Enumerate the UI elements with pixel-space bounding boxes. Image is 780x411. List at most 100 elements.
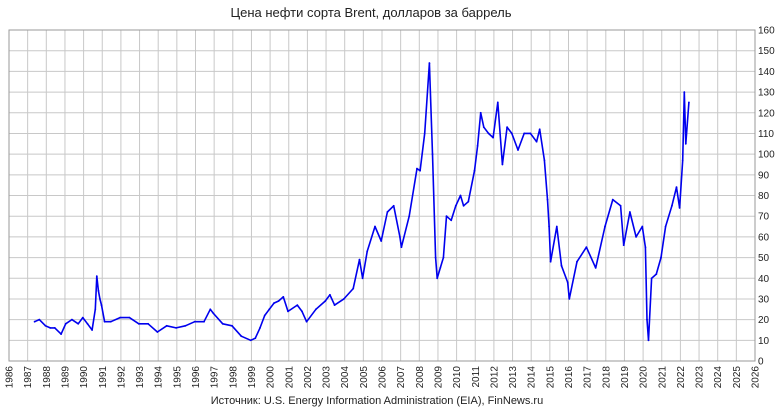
data-point <box>203 320 205 323</box>
data-point <box>664 225 667 228</box>
chart-title: Цена нефти сорта Brent, долларов за барр… <box>231 5 512 20</box>
data-point <box>77 322 80 325</box>
data-point <box>333 304 336 306</box>
data-point <box>296 304 299 306</box>
data-point <box>212 312 215 315</box>
y-tick-label: 10 <box>758 336 770 347</box>
data-point <box>277 300 280 302</box>
data-point <box>361 277 364 280</box>
data-point <box>431 153 434 156</box>
data-point <box>442 256 445 259</box>
data-point <box>399 236 401 238</box>
data-point <box>510 132 513 135</box>
data-point <box>604 225 606 228</box>
x-tick-label: 2022 <box>676 366 687 389</box>
data-point <box>496 101 499 104</box>
data-point <box>688 101 690 104</box>
data-point <box>650 277 653 280</box>
data-point <box>400 246 403 249</box>
x-tick-label: 1998 <box>228 366 239 389</box>
data-point <box>529 132 532 135</box>
data-point <box>392 204 395 207</box>
data-point <box>259 327 261 329</box>
data-point <box>641 225 644 228</box>
data-point <box>538 128 541 131</box>
data-point <box>517 149 519 151</box>
y-tick-label: 30 <box>758 294 770 305</box>
x-tick-label: 1986 <box>5 366 16 389</box>
data-point <box>546 198 549 201</box>
y-tick-label: 20 <box>758 315 770 326</box>
data-point <box>555 225 558 228</box>
x-tick-label: 1995 <box>172 366 183 389</box>
data-point <box>416 167 418 170</box>
y-tick-label: 150 <box>758 46 775 57</box>
chart-source: Источник: U.S. Energy Information Admini… <box>211 395 543 407</box>
data-point <box>81 316 84 319</box>
y-tick-label: 0 <box>758 357 764 368</box>
x-tick-label: 2019 <box>620 366 631 389</box>
data-point <box>646 318 648 321</box>
y-tick-label: 40 <box>758 274 770 285</box>
y-tick-label: 90 <box>758 170 770 181</box>
data-point <box>479 111 482 114</box>
data-point <box>408 215 411 218</box>
data-point <box>366 250 369 253</box>
x-tick-label: 2001 <box>284 366 295 389</box>
x-tick-label: 2009 <box>433 366 444 389</box>
data-point <box>109 320 112 323</box>
y-axis-tick-labels: 0 10 20 30 40 50 60 70 80 90 100 110 120 130 140 150 160 <box>758 26 775 368</box>
data-point <box>647 339 650 342</box>
y-tick-label: 60 <box>758 232 770 243</box>
data-point <box>287 310 289 313</box>
data-point <box>523 132 526 135</box>
data-point <box>423 132 426 135</box>
data-point <box>506 126 508 129</box>
data-point <box>53 327 56 329</box>
x-tick-label: 2015 <box>545 366 556 389</box>
x-tick-label: 2005 <box>359 366 370 389</box>
x-tick-label: 1996 <box>191 366 202 389</box>
data-point <box>97 289 100 292</box>
data-point <box>33 320 36 323</box>
data-point <box>38 318 41 321</box>
data-point <box>240 335 243 338</box>
x-tick-label: 2000 <box>266 366 277 389</box>
x-tick-label: 2026 <box>751 366 762 389</box>
y-tick-label: 110 <box>758 129 774 140</box>
x-tick-label: 2002 <box>303 366 314 389</box>
data-point <box>60 333 62 335</box>
y-tick-label: 130 <box>758 88 775 99</box>
data-point <box>94 308 97 311</box>
data-point <box>282 296 285 298</box>
x-tick-label: 1997 <box>210 366 221 389</box>
y-tick-label: 140 <box>758 67 775 78</box>
data-point <box>543 159 546 162</box>
x-tick-label: 2024 <box>713 366 724 389</box>
x-tick-label: 2010 <box>452 366 463 389</box>
data-point <box>482 126 485 129</box>
x-tick-label: 1993 <box>135 366 146 389</box>
x-tick-label: 2020 <box>639 366 650 389</box>
data-point <box>560 264 563 267</box>
data-point <box>445 215 448 218</box>
x-tick-label: 2007 <box>396 366 407 389</box>
data-point <box>49 327 52 329</box>
y-tick-label: 50 <box>758 253 770 264</box>
y-tick-label: 120 <box>758 108 775 119</box>
data-point <box>263 314 266 317</box>
data-point <box>324 300 327 302</box>
data-point <box>436 277 439 280</box>
data-point <box>467 200 470 203</box>
data-point <box>315 308 317 311</box>
data-point <box>352 287 355 290</box>
x-tick-label: 1990 <box>79 366 90 389</box>
data-point <box>305 320 308 323</box>
data-point <box>147 322 150 325</box>
data-point <box>671 204 673 207</box>
data-point <box>254 337 257 340</box>
data-point <box>156 331 159 333</box>
data-point <box>629 211 631 213</box>
data-point <box>380 240 383 242</box>
